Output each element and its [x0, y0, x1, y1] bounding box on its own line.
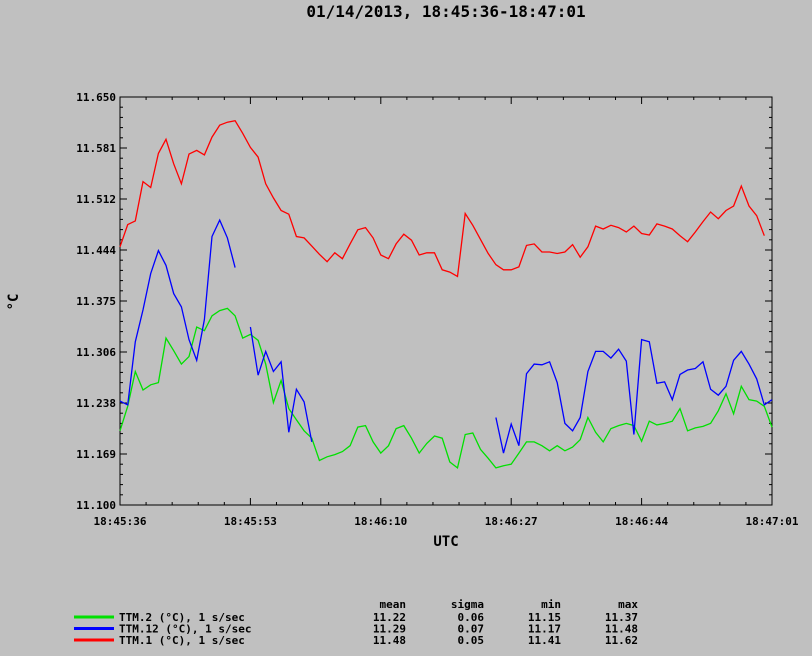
y-tick-label: 11.581	[76, 142, 116, 155]
x-tick-label: 18:45:53	[224, 515, 277, 528]
x-tick-label: 18:46:10	[354, 515, 407, 528]
stats-value: 11.15	[528, 611, 561, 624]
stats-value: 11.41	[528, 634, 561, 647]
y-tick-label: 11.444	[76, 244, 116, 257]
x-tick-label: 18:45:36	[94, 515, 147, 528]
y-tick-label: 11.100	[76, 499, 116, 512]
stats-header: min	[541, 598, 561, 611]
y-tick-label: 11.650	[76, 91, 116, 104]
x-tick-label: 18:46:44	[615, 515, 668, 528]
series-line	[119, 218, 773, 454]
plot-area: 11.650 11.581 11.512 11.444 11.375 11.306 11.2…	[76, 91, 799, 528]
stats-value: 0.07	[458, 623, 485, 636]
x-tick-label: 18:46:27	[485, 515, 538, 528]
stats-value: 11.29	[373, 623, 406, 636]
x-axis-label: UTC	[433, 534, 458, 550]
y-tick-label: 11.306	[76, 346, 116, 359]
legend-label: TTM.12 (°C), 1 s/sec	[119, 623, 251, 636]
legend-label: TTM.1 (°C), 1 s/sec	[119, 634, 245, 647]
stats-header: max	[618, 598, 638, 611]
y-tick-label: 11.169	[76, 448, 116, 461]
stats-header: mean	[380, 598, 407, 611]
stats-value: 11.22	[373, 611, 406, 624]
stats-value: 11.37	[605, 611, 638, 624]
y-tick-label: 11.238	[76, 397, 116, 410]
stats-value: 0.05	[458, 634, 485, 647]
y-axis-label: °C	[6, 294, 22, 311]
x-tick-label: 18:47:01	[746, 515, 799, 528]
series-line	[119, 307, 773, 470]
legend-label: TTM.2 (°C), 1 s/sec	[119, 611, 245, 624]
stats-header: sigma	[451, 598, 484, 611]
chart-title: 01/14/2013, 18:45:36-18:47:01	[306, 2, 585, 21]
stats-value: 0.06	[458, 611, 485, 624]
legend: mean sigma min max TTM.2 (°C), 1 s/sec 11.22 0…	[74, 598, 638, 647]
plot-frame	[119, 96, 773, 506]
y-tick-label: 11.375	[76, 295, 116, 308]
y-tick-label: 11.512	[76, 193, 116, 206]
stats-value: 11.48	[605, 623, 638, 636]
stats-value: 11.62	[605, 634, 638, 647]
series-line	[119, 119, 765, 278]
stats-value: 11.17	[528, 623, 561, 636]
stats-value: 11.48	[373, 634, 406, 647]
